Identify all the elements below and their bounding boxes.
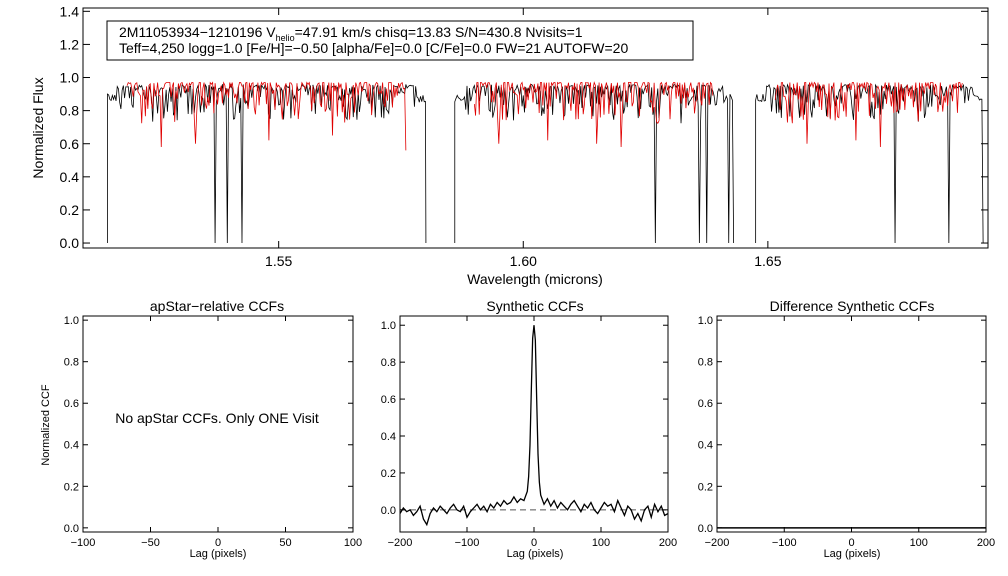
info-vhelio-subscript: helio: [276, 33, 295, 43]
spectrum-observed-chip-2: [454, 83, 735, 244]
apstar-ccf-y-label: Normalized CCF: [40, 384, 52, 466]
spectrum-info-line1: 2M11053934−1210196 Vhelio=47.91 km/s chi…: [119, 24, 583, 43]
apstar-ccf-x-label: Lag (pixels): [190, 548, 247, 560]
info-fit-stats: =47.91 km/s chisq=13.83 S/N=430.8 Nvisit…: [295, 24, 583, 40]
difference-ccf-x-label: Lag (pixels): [824, 548, 881, 560]
spectrum-model-chip-1: [126, 81, 407, 151]
info-star-id: 2M11053934−1210196 V: [119, 24, 276, 40]
spectrum-y-tick-label: 0.2: [60, 202, 80, 218]
spectrum-model-chip-2: [473, 81, 714, 148]
spectrum-x-label: Wavelength (microns): [467, 271, 603, 287]
difference-ccf-y-ticks: 0.0 0.2 0.4 0.6 0.8 1.0: [698, 315, 986, 535]
synthetic-ccf-y-tick-label: 0.4: [381, 431, 396, 443]
synthetic-ccf-y-tick-label: 0.2: [381, 468, 396, 480]
apstar-ccf-y-tick-label: 0.2: [64, 481, 79, 493]
apstar-ccf-y-ticks: 0.0 0.2 0.4 0.6 0.8 1.0: [64, 315, 353, 535]
spectrum-model-chip-3: [774, 81, 963, 148]
apstar-ccf-panel: apStar−relative CCFs −100 −50 0 50 100 0.00.…: [40, 298, 362, 560]
difference-ccf-y-tick-label: 0.8: [698, 357, 713, 369]
apstar-ccf-x-tick-label: −50: [141, 537, 160, 549]
spectrum-panel: 1.55 1.60 1.65 0.0 0.2 0.4 0.6 0.8 1.0 1.2 1.4 Wa…: [30, 3, 989, 287]
apstar-ccf-x-ticks: −100 −50 0 50 100: [71, 316, 362, 549]
difference-ccf-x-ticks: −200 −100 0 100 200: [705, 316, 995, 549]
apstar-ccf-y-tick-label: 1.0: [64, 315, 79, 327]
spectrum-y-ticks: 0.0 0.2 0.4 0.6 0.8 1.0 1.2 1.4: [60, 3, 988, 251]
spectrum-y-label: Normalized Flux: [30, 77, 46, 178]
difference-ccf-x-tick-label: −200: [705, 537, 730, 549]
difference-ccf-x-tick-label: 200: [977, 537, 995, 549]
spectrum-y-tick-label: 0.0: [60, 235, 80, 251]
spectrum-info-line2: Teff=4,250 logg=1.0 [Fe/H]=−0.50 [alpha/…: [119, 40, 628, 56]
spectrum-x-tick-label: 1.65: [754, 253, 781, 269]
synthetic-ccf-x-tick-label: −100: [455, 537, 480, 549]
synthetic-ccf-x-label: Lag (pixels): [507, 548, 564, 560]
difference-ccf-y-tick-label: 1.0: [698, 315, 713, 327]
synthetic-ccf-title: Synthetic CCFs: [486, 298, 583, 314]
synthetic-ccf-line: [399, 325, 669, 527]
synthetic-ccf-y-tick-label: 0.8: [381, 357, 396, 369]
spectrum-y-tick-label: 1.4: [60, 3, 80, 19]
difference-ccf-y-tick-label: 0.2: [698, 481, 713, 493]
spectrum-y-tick-label: 0.6: [60, 136, 80, 152]
apstar-ccf-x-tick-label: 100: [344, 537, 362, 549]
spectrum-observed-chip-3: [755, 83, 984, 244]
synthetic-ccf-panel: Synthetic CCFs −200 −100 0 100 200 0.0 0.2 0.4…: [381, 298, 677, 560]
spectrum-axes-frame: [82, 7, 989, 249]
apstar-ccf-x-tick-label: 50: [279, 537, 291, 549]
difference-ccf-x-tick-label: 0: [848, 537, 854, 549]
spectrum-y-tick-label: 0.8: [60, 103, 80, 119]
difference-ccf-y-tick-label: 0.4: [698, 440, 713, 452]
synthetic-ccf-x-tick-label: 200: [659, 537, 677, 549]
spectrum-model-series: [126, 81, 963, 151]
apstar-ccf-x-tick-label: −100: [71, 537, 96, 549]
synthetic-ccf-series: [399, 325, 669, 527]
apstar-ccf-y-tick-label: 0.8: [64, 357, 79, 369]
synthetic-ccf-y-ticks: 0.0 0.2 0.4 0.6 0.8 1.0: [381, 320, 668, 517]
synthetic-ccf-x-tick-label: 100: [592, 537, 610, 549]
apstar-ccf-y-tick-label: 0.6: [64, 398, 79, 410]
synthetic-ccf-y-tick-label: 0.6: [381, 394, 396, 406]
apstar-ccf-y-tick-label: 0.4: [64, 440, 79, 452]
difference-ccf-title: Difference Synthetic CCFs: [770, 298, 935, 314]
synthetic-ccf-x-tick-label: −200: [388, 537, 413, 549]
difference-ccf-y-tick-label: 0.6: [698, 398, 713, 410]
difference-ccf-x-tick-label: −100: [772, 537, 797, 549]
difference-ccf-panel: Difference Synthetic CCFs −200 −100 0 100 20…: [698, 298, 995, 560]
apstar-ccf-annotation: No apStar CCFs. Only ONE Visit: [115, 410, 319, 426]
spectrum-y-tick-label: 1.2: [60, 36, 80, 52]
spectrum-x-tick-label: 1.60: [510, 253, 537, 269]
spectrum-y-tick-label: 1.0: [60, 70, 80, 86]
synthetic-ccf-y-tick-label: 0.0: [381, 505, 396, 517]
synthetic-ccf-x-ticks: −200 −100 0 100 200: [388, 316, 677, 549]
apstar-ccf-title: apStar−relative CCFs: [150, 298, 284, 314]
difference-ccf-y-tick-label: 0.0: [698, 523, 713, 535]
spectrum-y-tick-label: 0.4: [60, 169, 80, 185]
apstar-ccf-y-tick-label: 0.0: [64, 523, 79, 535]
difference-ccf-x-tick-label: 100: [910, 537, 928, 549]
spectrum-observed-series: [107, 82, 984, 244]
synthetic-ccf-y-tick-label: 1.0: [381, 320, 396, 332]
spectrum-x-ticks: 1.55 1.60 1.65: [265, 8, 782, 269]
spectrum-observed-chip-1: [107, 82, 427, 244]
synthetic-ccf-x-tick-label: 0: [531, 537, 537, 549]
spectrum-x-tick-label: 1.55: [265, 253, 292, 269]
apstar-ccf-x-tick-label: 0: [215, 537, 221, 549]
spectrum-info-box: 2M11053934−1210196 Vhelio=47.91 km/s chi…: [106, 20, 694, 61]
